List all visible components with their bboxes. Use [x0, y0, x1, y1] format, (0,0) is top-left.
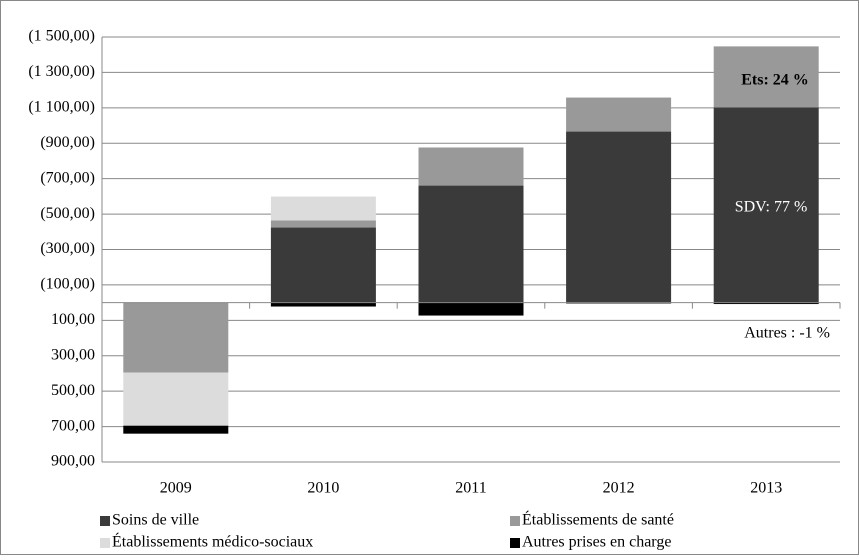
x-tick-label: 2013 [750, 480, 782, 497]
bar [123, 302, 229, 373]
bar [123, 372, 229, 426]
x-tick-label: 2010 [307, 480, 339, 497]
y-tick-label: 300,00 [51, 346, 95, 363]
bar [270, 220, 376, 228]
bar [270, 302, 376, 307]
bar [123, 425, 229, 434]
x-tick-label: 2009 [160, 480, 192, 497]
legend-label: Autres prises en charge [522, 534, 671, 551]
y-tick-label: 900,00 [51, 453, 95, 470]
legend-swatch [100, 538, 110, 548]
bar [418, 147, 524, 186]
y-tick-label: 500,00 [51, 382, 95, 399]
legend-label: Soins de ville [112, 512, 199, 529]
y-tick-label: (700,00) [40, 169, 95, 186]
annotation: Ets: 24 % [741, 72, 809, 89]
bar [713, 302, 819, 305]
y-tick-label: (500,00) [40, 205, 95, 222]
legend-label: Établissements de santé [522, 510, 674, 529]
y-tick-label: 100,00 [51, 311, 95, 328]
bar [713, 46, 819, 108]
bar [566, 97, 672, 132]
legend-swatch [510, 516, 520, 526]
legend-label: Établissements médico-sociaux [112, 532, 313, 551]
bar [270, 196, 376, 221]
bar [713, 107, 819, 303]
legend-swatch [510, 538, 520, 548]
x-tick-label: 2012 [603, 480, 635, 497]
annotation: SDV: 77 % [735, 199, 808, 216]
y-tick-label: (1 500,00) [28, 28, 95, 45]
y-tick-label: (300,00) [40, 240, 95, 257]
annotation: Autres : -1 % [744, 325, 830, 342]
y-tick-label: (1 300,00) [28, 63, 95, 80]
x-tick-label: 2011 [455, 480, 486, 497]
legend-swatch [100, 516, 110, 526]
y-tick-label: (100,00) [40, 276, 95, 293]
bar [418, 185, 524, 303]
bar [418, 302, 524, 316]
y-tick-label: 700,00 [51, 417, 95, 434]
bar [270, 227, 376, 303]
y-tick-label: (1 100,00) [28, 99, 95, 116]
bar [566, 131, 672, 303]
y-tick-label: (900,00) [40, 134, 95, 151]
